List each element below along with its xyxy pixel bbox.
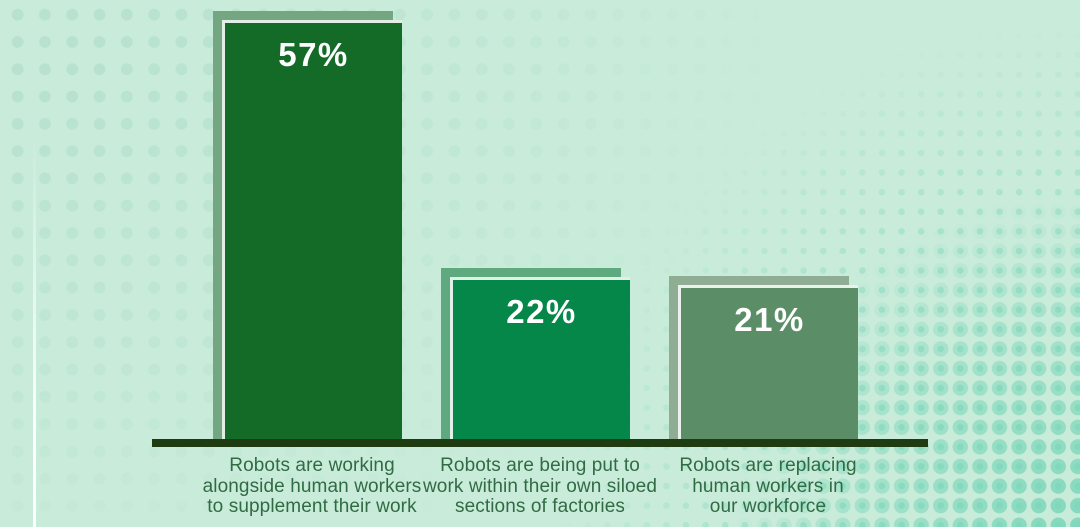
bar-robots-siloed: 22% <box>450 277 630 439</box>
category-label-line: human workers in <box>692 475 844 497</box>
bar-robots-supplement: 57% <box>222 20 402 439</box>
axis-baseline <box>152 439 928 447</box>
category-label-line: Robots are replacing <box>679 455 857 476</box>
category-label-line: our workforce <box>709 496 827 517</box>
category-label: Robots are replacing human workers in ou… <box>618 455 918 518</box>
vertical-accent-line <box>33 140 36 527</box>
bar-value-label: 21% <box>734 301 805 338</box>
bar-value-label: 57% <box>278 36 349 73</box>
bar-robots-replacing: 21% <box>678 285 858 439</box>
bar-value-label: 22% <box>506 293 577 330</box>
